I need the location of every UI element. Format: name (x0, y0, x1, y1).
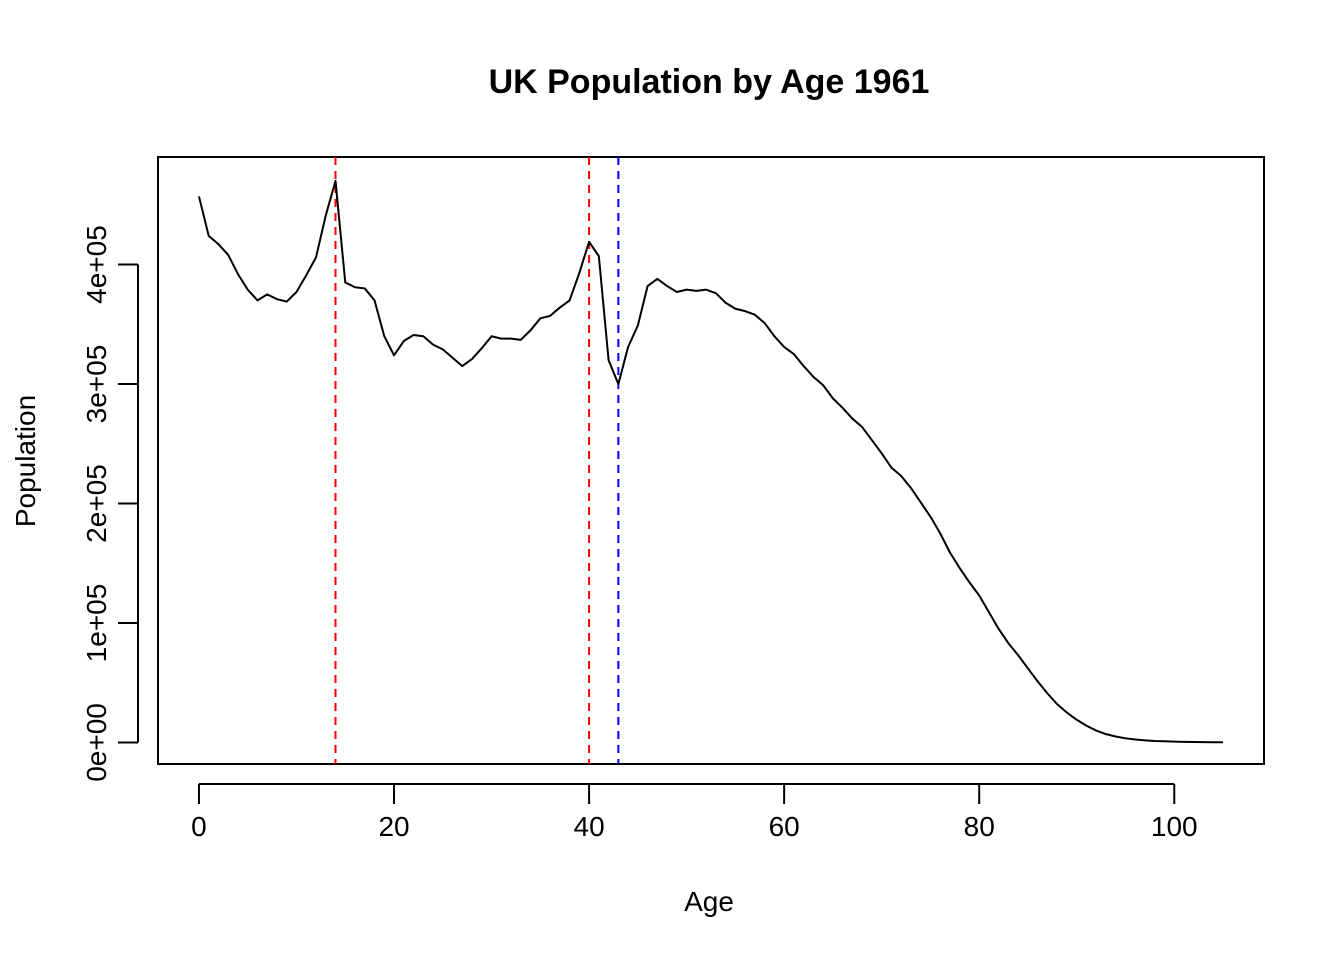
y-axis: 0e+00 1e+05 2e+05 3e+05 4e+05 (81, 225, 139, 782)
x-tick-label: 80 (964, 811, 995, 842)
x-axis: 0 20 40 60 80 100 (191, 783, 1198, 842)
y-tick-label: 4e+05 (81, 225, 112, 304)
x-tick-label: 40 (574, 811, 605, 842)
x-tick-label: 20 (378, 811, 409, 842)
y-tick-label: 3e+05 (81, 345, 112, 424)
y-tick-label: 2e+05 (81, 464, 112, 543)
x-tick-label: 60 (769, 811, 800, 842)
y-tick-label: 1e+05 (81, 584, 112, 663)
y-tick-label: 0e+00 (81, 703, 112, 782)
plot-frame (157, 156, 1265, 765)
y-axis-label: Population (10, 395, 41, 527)
chart-title: UK Population by Age 1961 (489, 63, 930, 101)
x-tick-label: 0 (191, 811, 207, 842)
x-axis-label: Age (684, 886, 734, 917)
series-group (197, 179, 1224, 744)
series-line (197, 179, 1224, 744)
reference-lines (334, 157, 620, 764)
x-tick-label: 100 (1151, 811, 1198, 842)
